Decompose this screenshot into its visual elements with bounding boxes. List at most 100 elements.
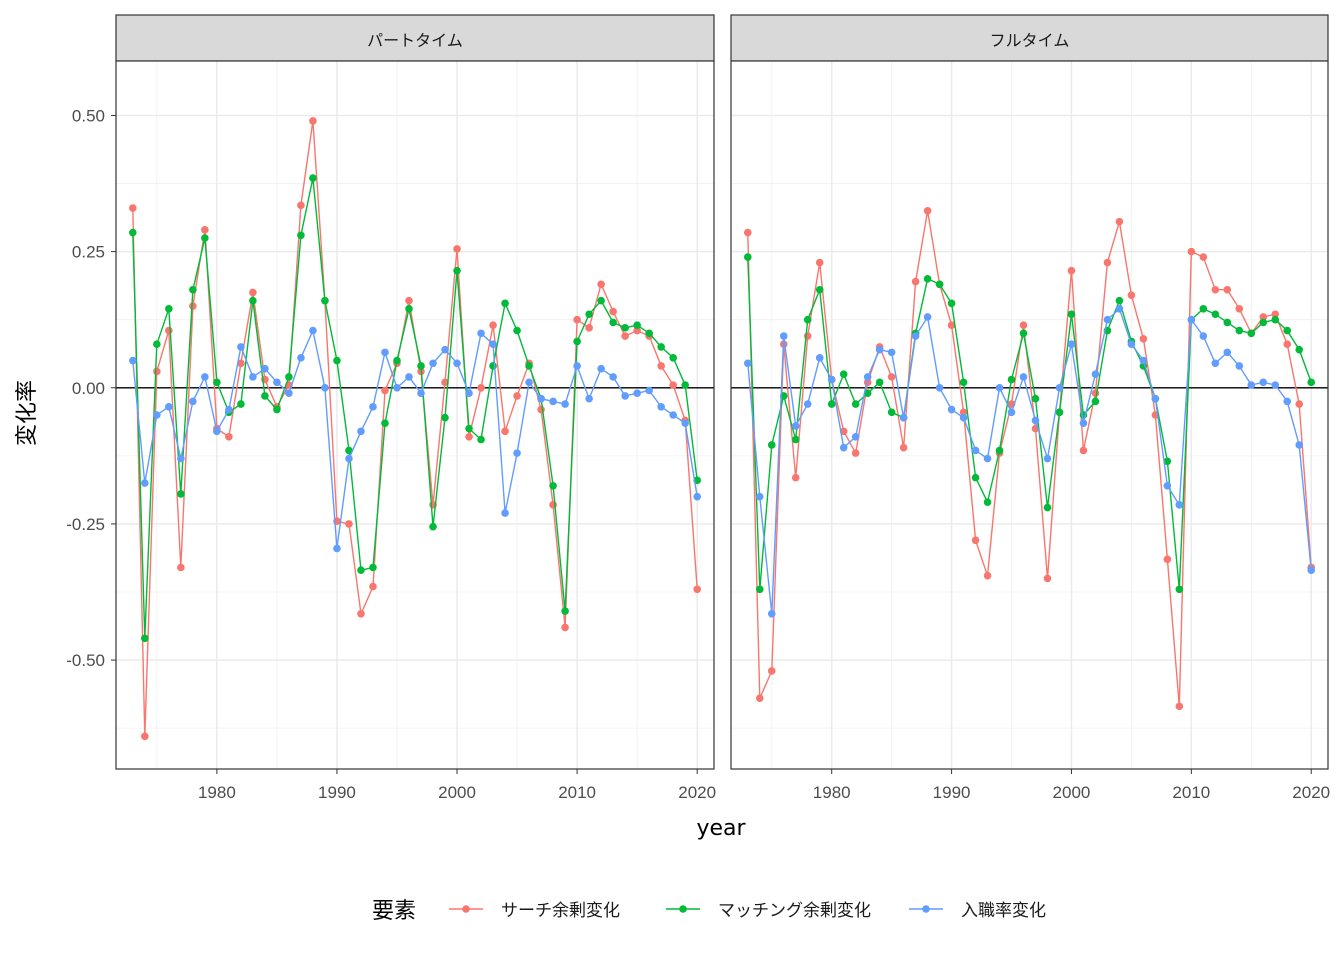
data-point [477, 435, 485, 444]
data-point [501, 509, 509, 517]
data-point [561, 623, 569, 632]
data-point [345, 446, 353, 455]
data-point [971, 446, 980, 455]
data-point [465, 424, 473, 433]
data-point [755, 492, 764, 501]
data-point [189, 302, 197, 310]
data-point [369, 563, 377, 572]
data-point [1247, 329, 1256, 338]
data-point [657, 362, 665, 370]
data-point [1223, 318, 1232, 327]
data-point [501, 427, 509, 436]
data-point [429, 359, 437, 368]
data-point [249, 288, 257, 297]
data-point [453, 245, 461, 253]
data-point [213, 427, 221, 436]
data-point [1235, 326, 1244, 335]
data-point [851, 432, 860, 441]
data-point [285, 373, 293, 381]
data-point [285, 389, 293, 398]
data-point [1007, 375, 1016, 384]
data-point [609, 318, 617, 327]
data-point [297, 354, 305, 362]
data-point [1091, 389, 1100, 398]
facet-strip [730, 14, 1329, 62]
data-point [743, 253, 752, 261]
data-point [621, 332, 629, 340]
data-point [1031, 394, 1040, 403]
data-point [1199, 305, 1208, 313]
data-point [489, 321, 497, 329]
data-point [237, 400, 245, 408]
data-point [1103, 315, 1112, 324]
data-point [681, 381, 689, 389]
data-point [815, 285, 824, 294]
data-point [177, 490, 185, 498]
minor-grid [731, 61, 1328, 769]
data-point [321, 296, 329, 305]
data-point [573, 337, 581, 346]
data-point [405, 296, 413, 305]
data-point [959, 413, 968, 422]
data-point [585, 310, 593, 319]
data-point [549, 397, 557, 406]
data-point [1055, 408, 1064, 417]
data-point [645, 329, 653, 338]
data-point [441, 345, 449, 354]
data-point [1127, 291, 1136, 299]
data-point [369, 582, 377, 591]
data-point [899, 413, 908, 422]
data-point [1223, 285, 1232, 294]
data-point [585, 324, 593, 332]
data-point [1235, 305, 1244, 313]
data-point [453, 266, 461, 275]
data-point [597, 296, 605, 305]
data-point [947, 405, 956, 414]
data-point [1271, 381, 1280, 389]
data-point [189, 397, 197, 406]
y-axis-title: 変化率 [15, 380, 40, 446]
data-point [405, 373, 413, 381]
x-tick-label: 2010 [1172, 783, 1210, 802]
panel-border [115, 60, 715, 770]
data-point [803, 315, 812, 324]
data-point [261, 392, 269, 400]
series-入職率変化 [743, 305, 1316, 618]
x-tick-label: 2000 [438, 783, 476, 802]
data-point [971, 536, 980, 545]
data-point [911, 332, 920, 340]
data-point [1199, 332, 1208, 340]
data-point [755, 694, 764, 702]
data-point [935, 280, 944, 289]
legend-label: サーチ余剰変化 [501, 901, 620, 921]
data-point [657, 403, 665, 411]
data-point [1115, 305, 1124, 313]
y-tick-label: 0.00 [72, 379, 105, 398]
data-point [345, 520, 353, 528]
data-point [225, 432, 233, 441]
data-point [1235, 362, 1244, 370]
data-point [249, 373, 257, 381]
data-point [1259, 313, 1268, 321]
data-point [743, 359, 752, 368]
plot-area [731, 61, 1328, 769]
data-point [875, 378, 884, 387]
series-入職率変化 [129, 326, 701, 553]
data-point [237, 343, 245, 351]
legend-key-point [922, 905, 930, 913]
data-point [177, 563, 185, 572]
data-point [165, 305, 173, 313]
data-point [791, 422, 800, 430]
data-point [165, 403, 173, 411]
x-tick-label: 2000 [1053, 783, 1091, 802]
data-point [357, 566, 365, 575]
data-point [561, 400, 569, 408]
data-point [309, 174, 317, 182]
data-point [1127, 340, 1136, 349]
data-point [573, 362, 581, 370]
data-point [297, 231, 305, 240]
data-point [333, 356, 341, 365]
data-point [537, 405, 545, 414]
data-point [767, 667, 776, 675]
data-point [899, 443, 908, 452]
